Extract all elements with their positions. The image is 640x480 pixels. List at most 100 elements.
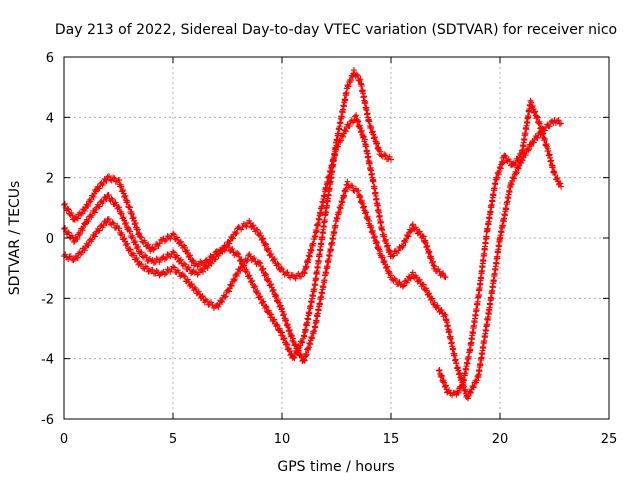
data-point (249, 277, 256, 284)
data-point (208, 299, 215, 306)
data-point (525, 147, 532, 154)
data-point (555, 117, 562, 124)
data-point (390, 252, 397, 259)
data-point (348, 182, 355, 189)
data-point (151, 245, 158, 252)
data-point (509, 174, 516, 181)
data-point (204, 297, 211, 304)
data-point (274, 260, 281, 267)
data-point (90, 193, 97, 200)
data-point (173, 234, 180, 241)
data-point (215, 252, 222, 259)
data-point (109, 219, 116, 226)
data-point (184, 247, 191, 254)
data-point (558, 183, 565, 190)
data-point (350, 67, 357, 74)
data-point (290, 354, 297, 361)
data-point (255, 290, 262, 297)
data-point (416, 276, 423, 283)
data-point (260, 235, 267, 242)
data-point (116, 177, 123, 184)
data-point (150, 246, 157, 253)
data-point (279, 329, 285, 336)
data-point (518, 160, 525, 167)
data-point (292, 275, 299, 282)
data-point (219, 248, 226, 255)
data-point (185, 264, 192, 271)
data-point (225, 288, 232, 295)
data-point (67, 253, 74, 260)
x-tick-label: 20 (492, 432, 509, 447)
data-point (513, 170, 520, 177)
data-point (416, 228, 423, 235)
data-point (470, 384, 477, 391)
data-point (271, 256, 278, 263)
data-point (96, 227, 103, 234)
y-axis-label: SDTVAR / TECUs (7, 181, 23, 296)
data-point (263, 241, 270, 248)
data-point (132, 238, 139, 245)
x-tick-label: 25 (601, 432, 618, 447)
data-point (130, 234, 137, 241)
data-point (515, 165, 522, 172)
data-point (501, 152, 508, 159)
data-point (273, 293, 280, 300)
data-point (231, 277, 238, 284)
data-point (127, 228, 134, 235)
data-point (346, 123, 353, 130)
data-point (438, 372, 445, 379)
y-tick-label: 0 (46, 232, 54, 247)
data-point (173, 252, 180, 259)
data-point (180, 260, 187, 267)
data-point (388, 156, 394, 163)
data-point (388, 272, 394, 279)
data-point (409, 269, 416, 276)
data-point (292, 341, 299, 348)
data-point (458, 383, 465, 390)
data-point (65, 256, 72, 263)
y-tick-label: -2 (41, 292, 54, 307)
data-point (399, 283, 406, 290)
data-point (233, 230, 240, 237)
data-point (442, 383, 449, 390)
data-point (441, 311, 448, 318)
data-point (409, 221, 416, 228)
data-point (557, 180, 564, 187)
data-point (512, 160, 519, 167)
data-point (221, 294, 228, 301)
data-point (124, 197, 131, 204)
data-point (262, 240, 269, 247)
data-point (199, 268, 206, 275)
data-point (275, 261, 282, 268)
data-point (124, 240, 131, 247)
data-point (381, 257, 388, 264)
data-point (130, 252, 137, 259)
data-point (226, 240, 233, 247)
data-point (431, 263, 438, 270)
x-tick-label: 0 (60, 432, 68, 447)
data-point (340, 133, 347, 140)
data-point (219, 298, 226, 305)
data-point (235, 251, 242, 258)
data-point (298, 273, 305, 280)
data-point (150, 259, 157, 266)
data-point (110, 174, 117, 181)
y-tick-label: 4 (46, 111, 54, 126)
data-point (163, 270, 170, 277)
data-point (377, 148, 384, 155)
data-point (298, 338, 305, 345)
data-point (513, 169, 520, 176)
data-point (89, 212, 96, 219)
data-point (65, 206, 72, 213)
data-point (546, 123, 553, 130)
data-point (187, 281, 194, 288)
data-point (189, 257, 196, 264)
data-point (91, 209, 98, 216)
data-point (62, 251, 69, 258)
data-point (436, 367, 443, 374)
data-point (289, 335, 296, 342)
data-point (467, 389, 474, 396)
data-point (274, 322, 281, 329)
data-point (272, 291, 279, 298)
data-point (177, 256, 184, 263)
